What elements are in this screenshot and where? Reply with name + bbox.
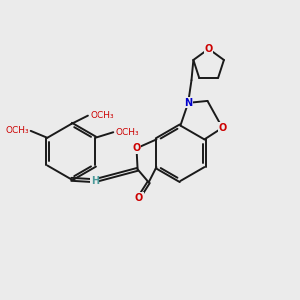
- Text: H: H: [91, 176, 99, 186]
- Text: O: O: [218, 123, 226, 133]
- Text: OCH₃: OCH₃: [5, 126, 29, 135]
- Text: OCH₃: OCH₃: [91, 111, 114, 120]
- Text: O: O: [132, 143, 141, 153]
- Text: OCH₃: OCH₃: [116, 128, 140, 137]
- Text: O: O: [205, 44, 213, 54]
- Text: O: O: [135, 193, 143, 202]
- Text: N: N: [184, 98, 192, 108]
